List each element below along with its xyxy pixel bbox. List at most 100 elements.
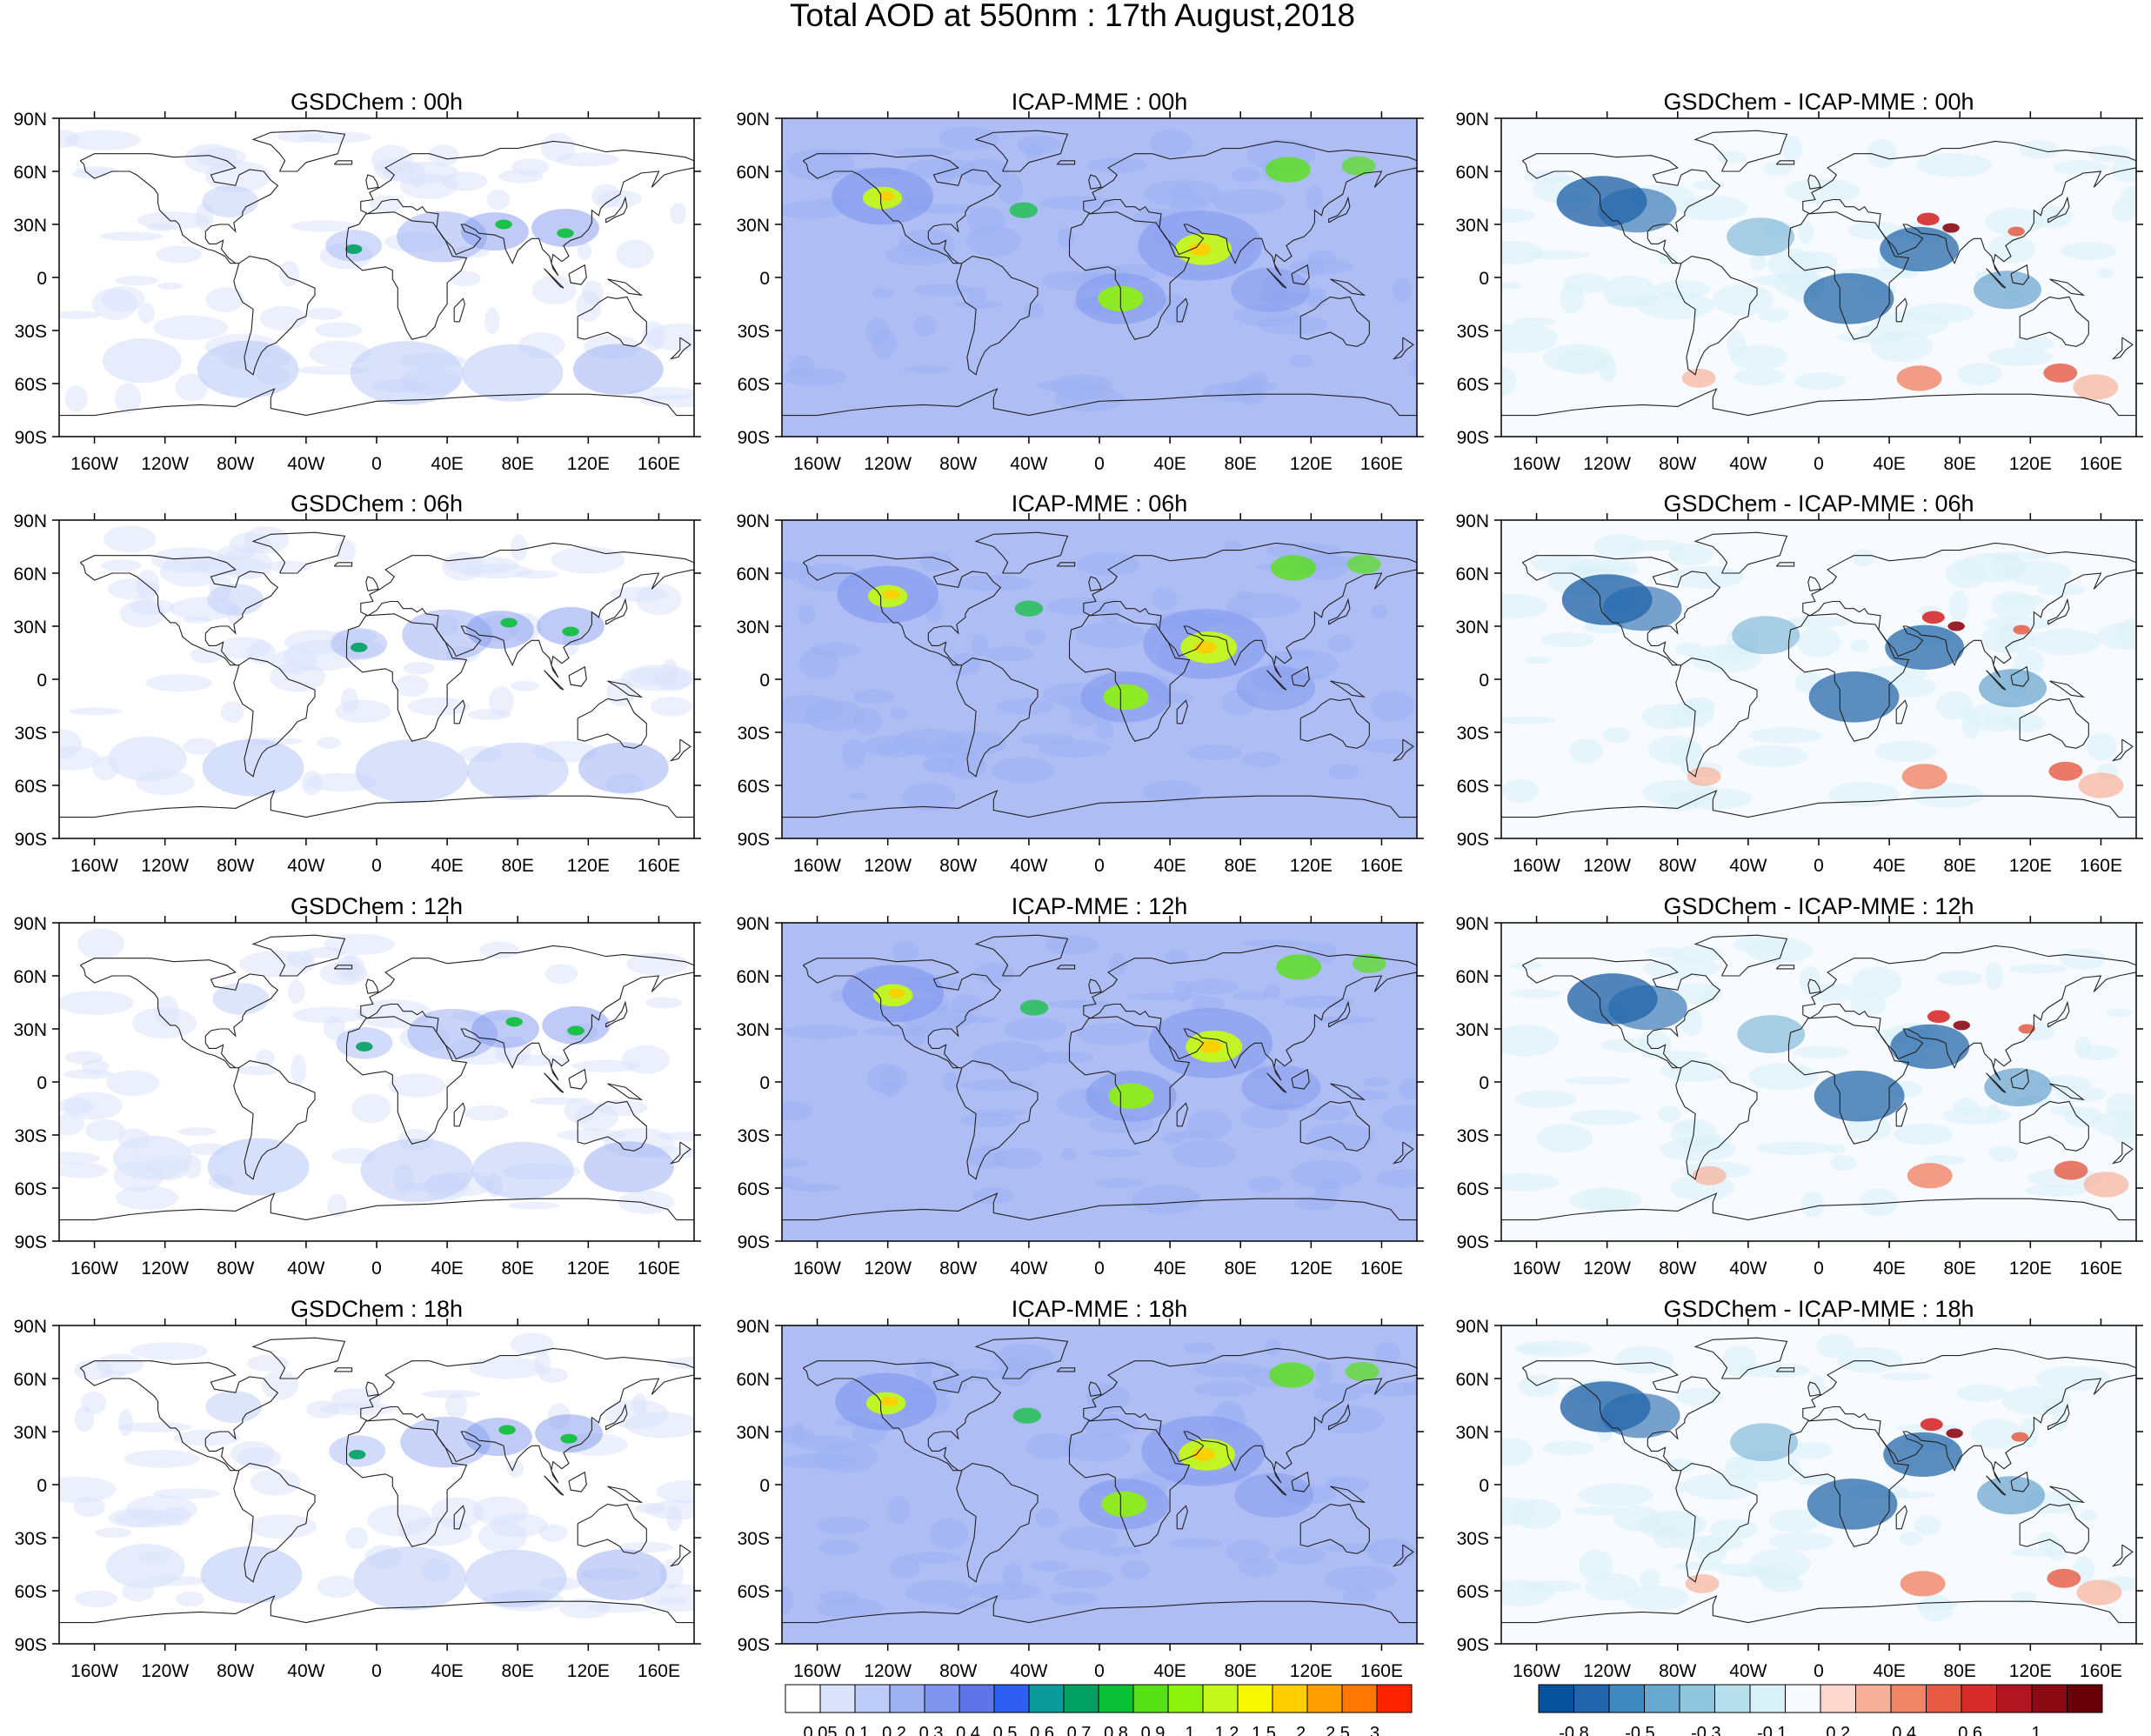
- field-patch: [1763, 161, 1793, 177]
- field-patch: [1160, 293, 1188, 326]
- field-patch: [1366, 1539, 1417, 1565]
- field-patch: [1169, 1538, 1223, 1548]
- lon-label: 120W: [141, 856, 189, 876]
- field-patch: [1988, 1145, 2019, 1162]
- field-patch: [374, 157, 415, 182]
- colorbar-swatch: [1376, 1684, 1413, 1713]
- field-patch: [1193, 1381, 1257, 1398]
- lat-label: 0: [1479, 1476, 1489, 1496]
- field-patch: [875, 741, 898, 755]
- coastline: [1266, 268, 1287, 289]
- coastline: [1068, 1016, 1191, 1145]
- aerosol-plume: [2073, 374, 2119, 400]
- field-patch: [1850, 992, 1887, 1017]
- field-patch: [2096, 268, 2114, 278]
- field-patch: [585, 1603, 654, 1613]
- field-patch: [1408, 358, 1417, 378]
- field-patch: [1501, 1172, 1560, 1192]
- field-patch: [445, 1392, 468, 1419]
- lon-label: 40W: [1729, 856, 1767, 876]
- field-patch: [864, 1026, 937, 1036]
- coastline: [1056, 1367, 1076, 1372]
- field-patch: [848, 792, 869, 800]
- aerosol-plume: [1234, 1472, 1314, 1518]
- field-patch: [1578, 1483, 1653, 1507]
- lon-label: 0: [1094, 856, 1105, 876]
- aerosol-plume: [567, 1025, 585, 1036]
- coastline: [1807, 978, 1821, 994]
- field-patch: [1313, 1405, 1385, 1434]
- field-patch: [1655, 279, 1711, 298]
- field-patch: [68, 707, 123, 716]
- lon-label: 80W: [939, 1661, 977, 1681]
- aerosol-plume: [1927, 1010, 1950, 1024]
- lon-label: 120E: [2009, 1259, 2052, 1279]
- coastline: [333, 160, 353, 165]
- lat-label: 0: [759, 1073, 770, 1093]
- aerosol-plume: [2054, 1160, 2088, 1180]
- coastline: [956, 1060, 1039, 1180]
- field-patch: [938, 126, 1000, 150]
- coastline: [1986, 268, 2007, 289]
- aod-field: [1501, 1325, 2136, 1644]
- aerosol-plume: [500, 618, 518, 628]
- field-patch: [1737, 1363, 1811, 1378]
- field-patch: [1602, 727, 1630, 744]
- aerosol-plume: [1236, 665, 1316, 711]
- lat-label: 60S: [15, 777, 47, 797]
- field-patch: [1048, 999, 1112, 1009]
- coastline: [2010, 1471, 2029, 1492]
- aerosol-plume: [880, 1396, 898, 1406]
- field-patch: [1966, 702, 2027, 732]
- field-patch: [1593, 534, 1647, 558]
- coastline: [59, 790, 694, 818]
- field-patch: [555, 152, 620, 167]
- coastline: [2047, 196, 2070, 224]
- panel-title: ICAP-MME : 18h: [1012, 1296, 1188, 1322]
- field-patch: [1097, 1546, 1141, 1556]
- aerosol-plume: [1687, 766, 1721, 786]
- aerosol-plume: [498, 1425, 516, 1435]
- coastline: [1330, 1083, 1366, 1101]
- panel-title: GSDChem - ICAP-MME : 18h: [1663, 1296, 1974, 1322]
- aod-field: [1501, 118, 2136, 437]
- lon-label: 160E: [1360, 1661, 1403, 1681]
- field-patch: [1715, 150, 1747, 164]
- field-patch: [972, 1041, 1049, 1072]
- lon-label: 80E: [1225, 1661, 1257, 1681]
- coastline: [1775, 965, 1795, 970]
- lon-label: 80E: [1225, 1259, 1257, 1279]
- field-patch: [1910, 783, 1985, 808]
- field-patch: [1887, 677, 1936, 698]
- colorbar-swatch: [1538, 1684, 1574, 1713]
- field-patch: [892, 148, 956, 157]
- field-patch: [1640, 1568, 1660, 1591]
- coastline: [1291, 665, 1310, 687]
- field-patch: [642, 320, 665, 351]
- coastline: [1521, 1360, 1721, 1472]
- field-patch: [81, 1391, 107, 1415]
- field-patch: [783, 367, 847, 387]
- field-patch: [1314, 1361, 1333, 1385]
- lon-label: 120W: [1583, 454, 1631, 474]
- aerosol-plume: [207, 584, 264, 616]
- lon-label: 0: [371, 1661, 382, 1681]
- lat-label: 90S: [738, 1635, 770, 1655]
- field-patch: [1501, 323, 1559, 354]
- field-patch: [1164, 950, 1189, 965]
- lat-label: 90N: [13, 511, 47, 531]
- coastline: [1299, 698, 1370, 749]
- panel-title: GSDChem : 00h: [291, 89, 463, 115]
- lat-label: 90N: [1455, 110, 1489, 130]
- field-patch: [1709, 1519, 1758, 1540]
- coastline: [607, 278, 644, 297]
- coastline: [345, 211, 468, 340]
- coastline: [1266, 1072, 1287, 1093]
- field-patch: [1660, 791, 1700, 811]
- colorbar-label: 0.2: [1826, 1724, 1850, 1736]
- coastline: [233, 256, 316, 376]
- field-patch: [1837, 1346, 1903, 1373]
- field-patch: [782, 201, 845, 219]
- field-patch: [1956, 1384, 2007, 1402]
- panel-title: GSDChem - ICAP-MME : 06h: [1663, 491, 1974, 517]
